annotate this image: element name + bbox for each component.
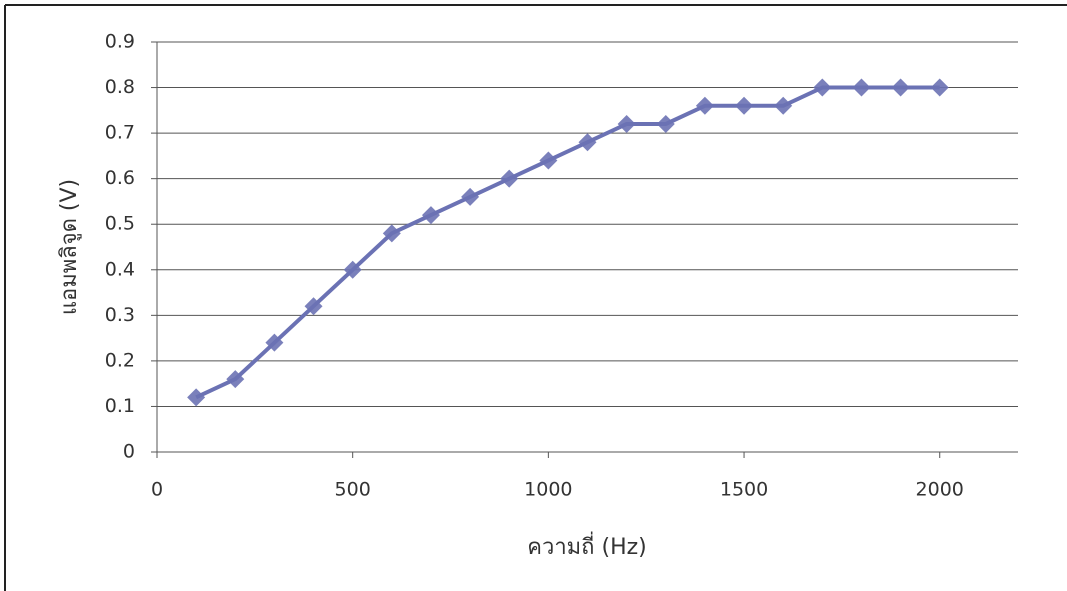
data-point [226,370,245,389]
x-tick-label: 1500 [720,479,768,501]
data-point [578,133,597,152]
data-point [304,297,323,316]
y-tick-label: 0.9 [105,31,135,53]
data-point [187,388,206,407]
y-tick-label: 0.3 [105,304,135,326]
data-point [891,78,910,97]
data-point [539,151,558,170]
x-axis-title: ความถี่ (Hz) [527,531,647,560]
data-point [500,169,519,188]
data-line [195,85,940,400]
y-tick-label: 0.8 [105,76,135,98]
y-tick-label: 0.6 [105,167,135,189]
x-tick-label: 500 [335,479,371,501]
y-axis-title: แอมพลิจูด (V) [57,179,82,315]
data-point [265,333,284,352]
data-point [695,96,714,115]
data-point [774,96,793,115]
data-point [421,206,440,225]
y-tick-label: 0.7 [105,122,135,144]
data-point [343,260,362,279]
data-point [656,115,675,133]
x-tick-label: 1000 [524,479,572,501]
data-point [930,78,949,97]
x-tick-label: 2000 [916,479,964,501]
y-tick-label: 0.5 [105,213,135,235]
data-point [813,78,832,97]
y-tick-label: 0.4 [105,258,135,280]
data-point [461,187,480,206]
y-tick-label: 0.2 [105,349,135,371]
data-point [382,224,401,243]
data-point [617,115,636,133]
data-point [852,78,871,97]
data-point [735,96,754,115]
y-tick-label: 0 [123,441,135,463]
y-tick-label: 0.1 [105,395,135,417]
x-tick-label: 0 [151,479,163,501]
